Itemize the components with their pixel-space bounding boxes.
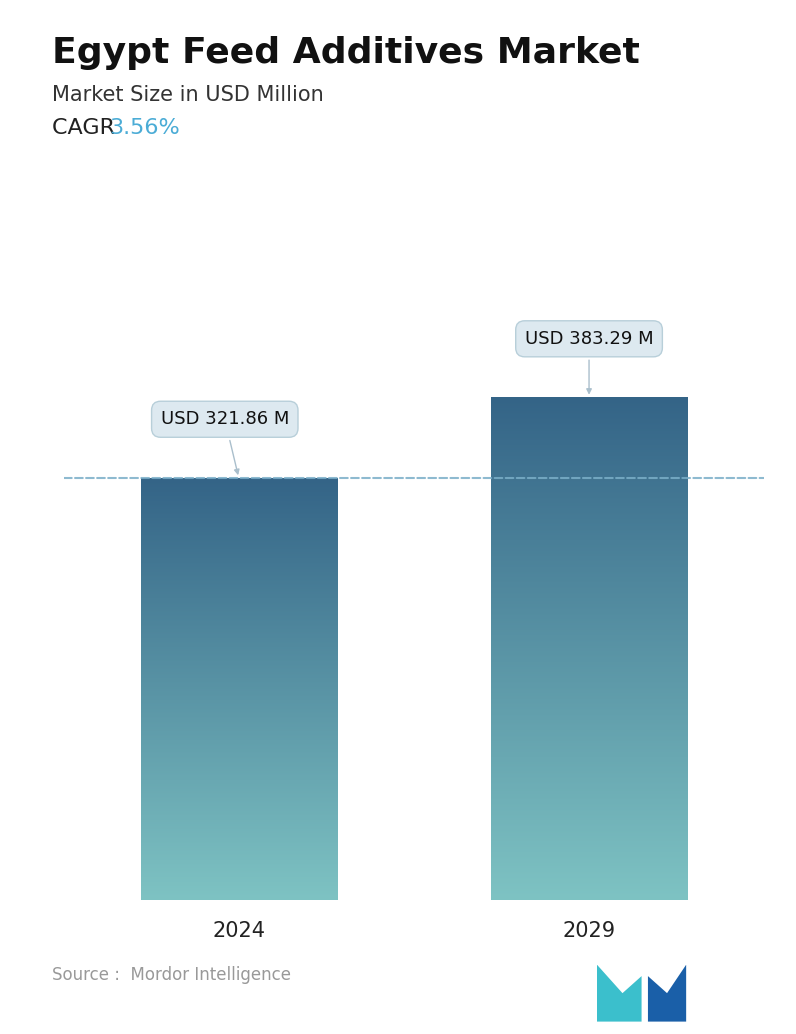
Text: Source :  Mordor Intelligence: Source : Mordor Intelligence — [52, 967, 291, 984]
Text: CAGR: CAGR — [52, 118, 122, 138]
Text: Market Size in USD Million: Market Size in USD Million — [52, 85, 323, 104]
Text: USD 383.29 M: USD 383.29 M — [525, 330, 654, 393]
Text: Egypt Feed Additives Market: Egypt Feed Additives Market — [52, 36, 640, 70]
Polygon shape — [648, 965, 686, 1022]
Text: 3.56%: 3.56% — [109, 118, 180, 138]
Text: USD 321.86 M: USD 321.86 M — [161, 410, 289, 474]
Polygon shape — [597, 965, 642, 1022]
